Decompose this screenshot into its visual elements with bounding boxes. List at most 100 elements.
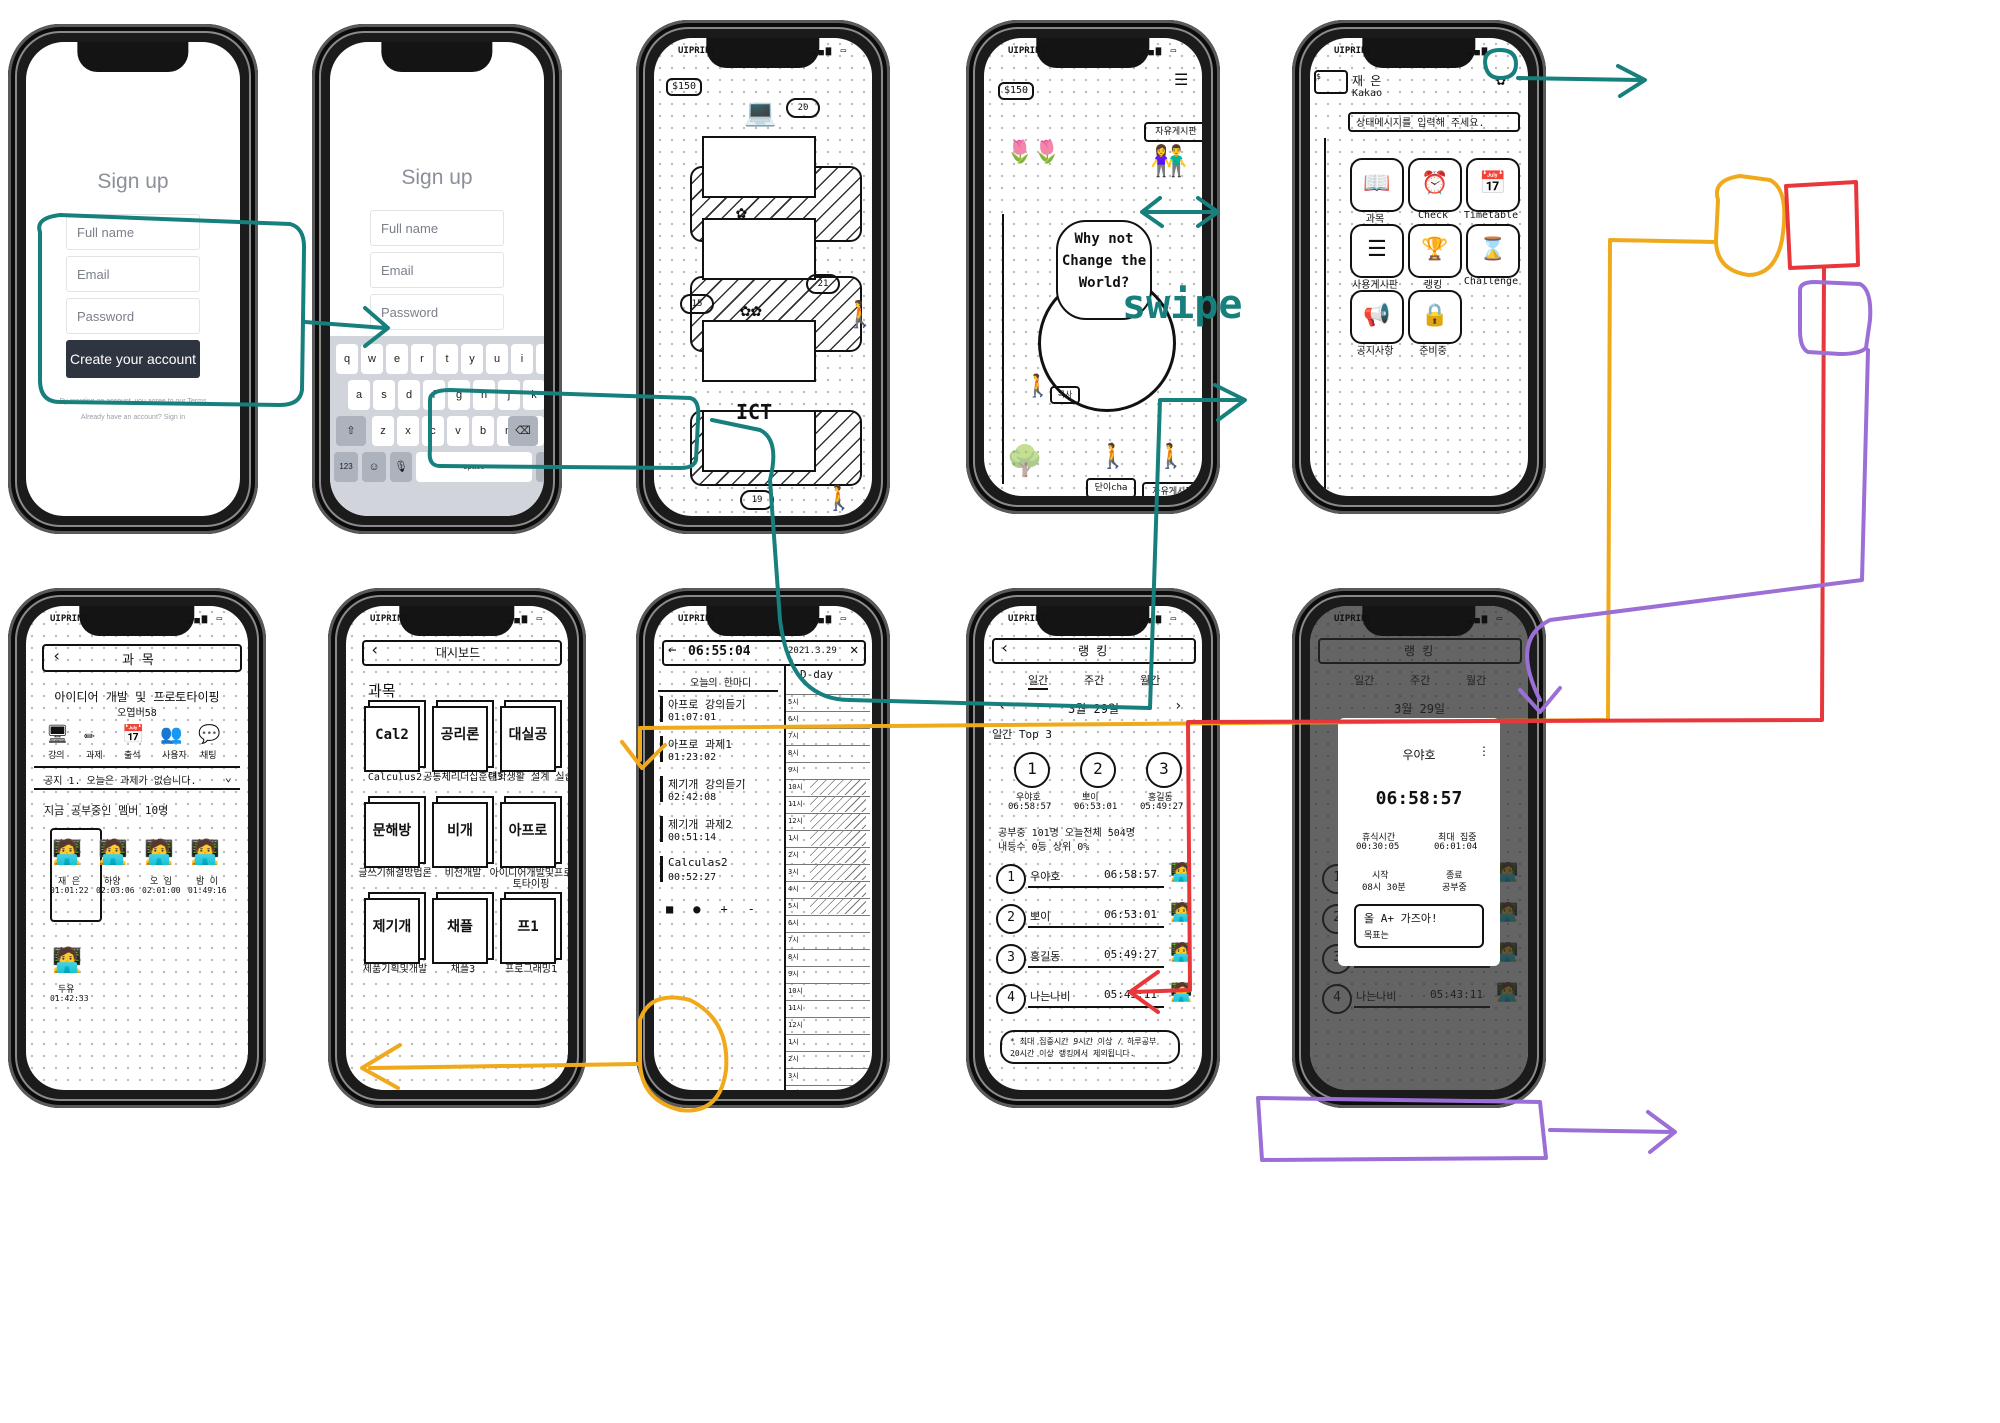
chat-icon[interactable]: 💬 bbox=[198, 724, 221, 745]
tab-weekly[interactable]: 주간 bbox=[1084, 674, 1105, 687]
assignment-icon[interactable]: ✏ bbox=[84, 724, 95, 745]
menu-item-board[interactable]: ☰ bbox=[1350, 224, 1404, 278]
key-d[interactable]: d bbox=[398, 380, 420, 410]
return-key[interactable]: return bbox=[536, 452, 544, 482]
menu-item-check[interactable]: ⏰ bbox=[1408, 158, 1462, 212]
rank-name[interactable]: 홍길동 bbox=[1030, 950, 1061, 963]
menu-item-ranking[interactable]: 🏆 bbox=[1408, 224, 1462, 278]
signin-link[interactable]: Already have an account? Sign in bbox=[80, 414, 186, 421]
key-y[interactable]: y bbox=[461, 344, 483, 374]
coin-counter[interactable]: $ bbox=[1314, 70, 1348, 94]
shift-key[interactable]: ⇧ bbox=[336, 416, 366, 446]
building-flowers[interactable] bbox=[702, 320, 816, 382]
course-book[interactable]: 아프로 bbox=[500, 802, 556, 868]
key-g[interactable]: g bbox=[448, 380, 470, 410]
email-field[interactable]: Email bbox=[370, 252, 504, 288]
microphone-icon[interactable]: 🎙 bbox=[390, 452, 412, 482]
gear-icon[interactable]: ✿ bbox=[1496, 70, 1506, 89]
tab-monthly[interactable]: 월간 bbox=[1140, 674, 1161, 687]
email-field[interactable]: Email bbox=[66, 256, 200, 292]
key-w[interactable]: w bbox=[361, 344, 383, 374]
back-icon[interactable]: ‹ bbox=[370, 640, 380, 659]
key-f[interactable]: f bbox=[423, 380, 445, 410]
password-field[interactable]: Password bbox=[370, 294, 504, 330]
key-z[interactable]: z bbox=[372, 416, 394, 446]
course-book[interactable]: 대실공 bbox=[500, 706, 556, 772]
key-c[interactable]: c bbox=[422, 416, 444, 446]
back-icon[interactable]: ‹ bbox=[52, 646, 62, 665]
ict-sign: ICT bbox=[736, 400, 773, 424]
space-key[interactable]: space bbox=[416, 452, 532, 482]
person-icon[interactable]: 🚶 bbox=[824, 484, 854, 512]
key-k[interactable]: k bbox=[523, 380, 544, 410]
task-name[interactable]: 제기개 강의듣기 bbox=[668, 778, 746, 791]
users-icon[interactable]: 👥 bbox=[160, 724, 183, 745]
lecture-icon[interactable]: 🖥 bbox=[46, 724, 69, 745]
course-book[interactable]: 공리론 bbox=[432, 706, 488, 772]
emoji-key[interactable]: ☺ bbox=[362, 452, 386, 482]
menu-item-notice[interactable]: 📢 bbox=[1350, 290, 1404, 344]
menu-item-subject[interactable]: 📖 bbox=[1350, 158, 1404, 212]
task-name[interactable]: 제기개 과제2 bbox=[668, 818, 732, 831]
back-arrow-icon[interactable]: ← bbox=[668, 642, 677, 658]
key-j[interactable]: j bbox=[498, 380, 520, 410]
menu-item-locked[interactable]: 🔒 bbox=[1408, 290, 1462, 344]
numbers-key[interactable]: 123 bbox=[334, 452, 358, 482]
key-s[interactable]: s bbox=[373, 380, 395, 410]
task-name[interactable]: Calculas2 bbox=[668, 856, 728, 869]
rank-name[interactable]: 우야호 bbox=[1030, 870, 1061, 883]
password-field[interactable]: Password bbox=[66, 298, 200, 334]
full-name-field[interactable]: Full name bbox=[370, 210, 504, 246]
task-toolbar[interactable]: ■●+- bbox=[666, 902, 775, 916]
coin-counter[interactable]: $150 bbox=[666, 78, 702, 96]
key-o[interactable]: o bbox=[536, 344, 544, 374]
create-account-button[interactable]: Create your account bbox=[66, 340, 200, 378]
key-h[interactable]: h bbox=[473, 380, 495, 410]
menu-item-timetable[interactable]: 📅 bbox=[1466, 158, 1520, 212]
status-message-input[interactable]: 상태메시지를 입력해 주세요. bbox=[1348, 112, 1520, 132]
key-a[interactable]: a bbox=[348, 380, 370, 410]
key-q[interactable]: q bbox=[336, 344, 358, 374]
key-b[interactable]: b bbox=[472, 416, 494, 446]
task-name[interactable]: 아프로 과제1 bbox=[668, 738, 732, 751]
plaza-screen: UIPRINT ▂▄▆ ▭ $150 ☰ 🌷🌷 자유게시판 👫 Why not C… bbox=[984, 38, 1202, 496]
next-date-icon[interactable]: › bbox=[1174, 698, 1183, 714]
board-sign-top[interactable]: 자유게시판 bbox=[1144, 122, 1202, 142]
key-x[interactable]: x bbox=[397, 416, 419, 446]
back-icon[interactable]: ‹ bbox=[1000, 638, 1010, 657]
rank-name[interactable]: 뽀이 bbox=[1030, 910, 1051, 923]
key-v[interactable]: v bbox=[447, 416, 469, 446]
course-book[interactable]: 제기개 bbox=[364, 898, 420, 964]
course-book[interactable]: 문해방 bbox=[364, 802, 420, 868]
task-name[interactable]: 아프로 강의듣기 bbox=[668, 698, 746, 711]
menu-item-challenge[interactable]: ⌛ bbox=[1466, 224, 1520, 278]
key-e[interactable]: e bbox=[386, 344, 408, 374]
key-t[interactable]: t bbox=[436, 344, 458, 374]
coin-counter[interactable]: $150 bbox=[998, 82, 1034, 100]
rank-name[interactable]: 나는나비 bbox=[1030, 990, 1071, 1003]
hour-label: 11시 bbox=[788, 800, 803, 808]
person-icon[interactable]: 🚶 bbox=[844, 300, 872, 330]
key-r[interactable]: r bbox=[411, 344, 433, 374]
course-book[interactable]: 프1 bbox=[500, 898, 556, 964]
more-icon[interactable]: ⋮ bbox=[1478, 744, 1490, 758]
chevron-down-icon[interactable]: ⌄ bbox=[224, 770, 232, 784]
building-flower[interactable] bbox=[702, 218, 816, 280]
course-book[interactable]: 비개 bbox=[432, 802, 488, 868]
board-sign-bottom[interactable]: 자유게시판 bbox=[1142, 482, 1202, 496]
key-i[interactable]: i bbox=[511, 344, 533, 374]
full-name-field[interactable]: Full name bbox=[66, 214, 200, 250]
terms-text[interactable]: By creating an account, you agree to our… bbox=[59, 398, 207, 405]
key-u[interactable]: u bbox=[486, 344, 508, 374]
prev-date-icon[interactable]: ‹ bbox=[998, 698, 1007, 714]
course-book[interactable]: Cal2 bbox=[364, 706, 420, 772]
notice-text[interactable]: 공지 1. 오늘은 과제가 없습니다. bbox=[44, 776, 197, 787]
building-laptop[interactable] bbox=[702, 136, 816, 198]
course-book[interactable]: 채플 bbox=[432, 898, 488, 964]
menu-icon[interactable]: ☰ bbox=[1174, 70, 1189, 89]
attendance-icon[interactable]: 📅 bbox=[122, 724, 145, 745]
tab-daily[interactable]: 일간 bbox=[1028, 672, 1049, 690]
delete-key[interactable]: ⌫ bbox=[508, 416, 538, 446]
close-icon[interactable]: ✕ bbox=[850, 642, 859, 658]
laptop-icon[interactable]: 💻 bbox=[744, 98, 777, 128]
